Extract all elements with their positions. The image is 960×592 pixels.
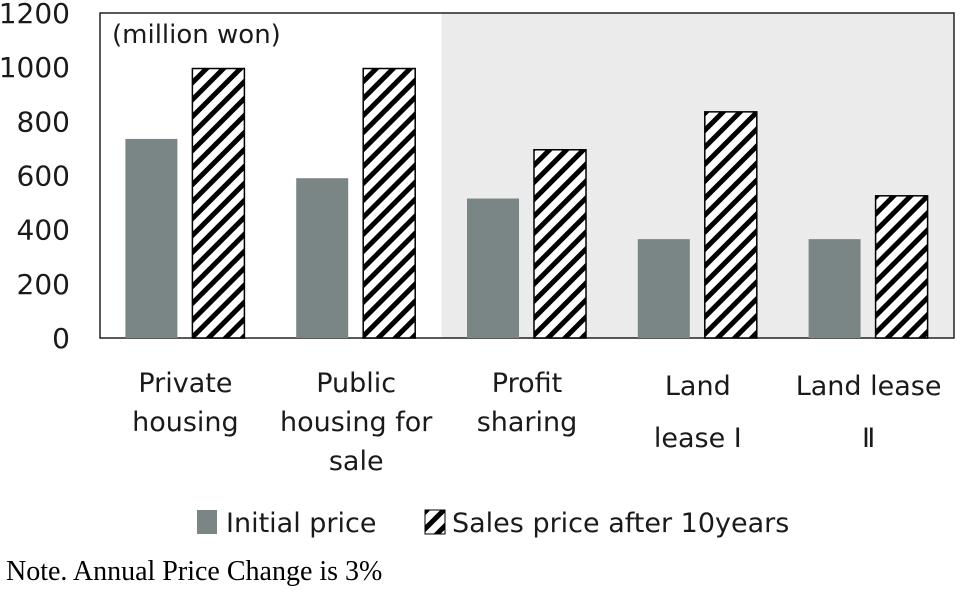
- bar-sales-price-2: [533, 149, 587, 339]
- y-tick-label: 600: [17, 160, 70, 193]
- bar-initial-price-0: [125, 138, 178, 338]
- bar-initial-price-3: [637, 239, 690, 338]
- y-tick-label: 800: [17, 105, 70, 138]
- bar-sales-price-4: [874, 195, 929, 339]
- y-tick-label: 400: [17, 214, 70, 247]
- footnote: Note. Annual Price Change is 3%: [6, 556, 383, 587]
- bar-initial-price-1: [296, 178, 349, 338]
- y-tick-label: 1200: [0, 0, 70, 30]
- bar-sales-price-3: [704, 111, 758, 339]
- y-tick-label: 1000: [0, 51, 70, 84]
- x-category-label: Land lease Ⅱ: [796, 371, 942, 454]
- x-category-label: Profit sharing: [477, 368, 578, 438]
- legend-label-sales-price: Sales price after 10years: [452, 508, 789, 539]
- plot-border: [99, 12, 955, 339]
- bar-sales-price-1: [362, 67, 416, 339]
- legend-swatch-sales-price: [424, 509, 446, 535]
- legend: Initial price Sales price after 10years: [197, 508, 789, 539]
- x-category-label: Public housing for sale: [280, 368, 433, 477]
- x-category-label: Private housing: [132, 368, 239, 438]
- plot-area: [99, 12, 955, 339]
- legend-label-initial-price: Initial price: [226, 508, 377, 539]
- y-tick-label: 0: [52, 322, 70, 355]
- x-category-label: Land lease Ⅰ: [654, 371, 742, 454]
- bar-sales-price-0: [191, 67, 246, 339]
- y-tick-label: 200: [17, 268, 70, 301]
- y-axis: 0 200 400 600 800 1000 1200: [0, 0, 70, 355]
- bar-initial-price-4: [808, 239, 861, 338]
- bars: [125, 67, 929, 339]
- bar-initial-price-2: [467, 198, 519, 338]
- unit-label: (million won): [112, 20, 281, 50]
- shaded-region: [441, 13, 955, 338]
- x-axis: Private housing Public housing for sale Profi…: [132, 368, 941, 477]
- legend-swatch-initial-price: [197, 510, 217, 534]
